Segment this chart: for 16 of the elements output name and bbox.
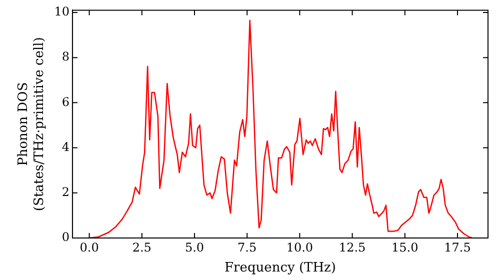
- x-tick-label: 12.5: [338, 240, 366, 254]
- y-tick-label: 0: [62, 230, 70, 244]
- x-tick-label: 15.0: [392, 240, 418, 254]
- x-tick-label: 2.5: [132, 240, 152, 254]
- x-tick-label: 5.0: [184, 240, 204, 254]
- y-tick-label: 8: [62, 50, 70, 64]
- y-axis-title: Phonon DOS (States/THz·primitive cell): [16, 37, 47, 212]
- x-axis-title: Frequency (THz): [224, 260, 336, 276]
- x-tick-label: 10.0: [286, 240, 314, 254]
- x-tick-label: 17.5: [444, 240, 471, 254]
- y-tick-label: 4: [62, 140, 70, 154]
- x-tick-label: 0.0: [80, 240, 99, 254]
- y-tick-label: 10: [54, 4, 70, 19]
- x-tick-label: 7.5: [238, 240, 257, 254]
- y-tick-label: 6: [62, 94, 70, 109]
- y-tick-label: 2: [62, 185, 70, 200]
